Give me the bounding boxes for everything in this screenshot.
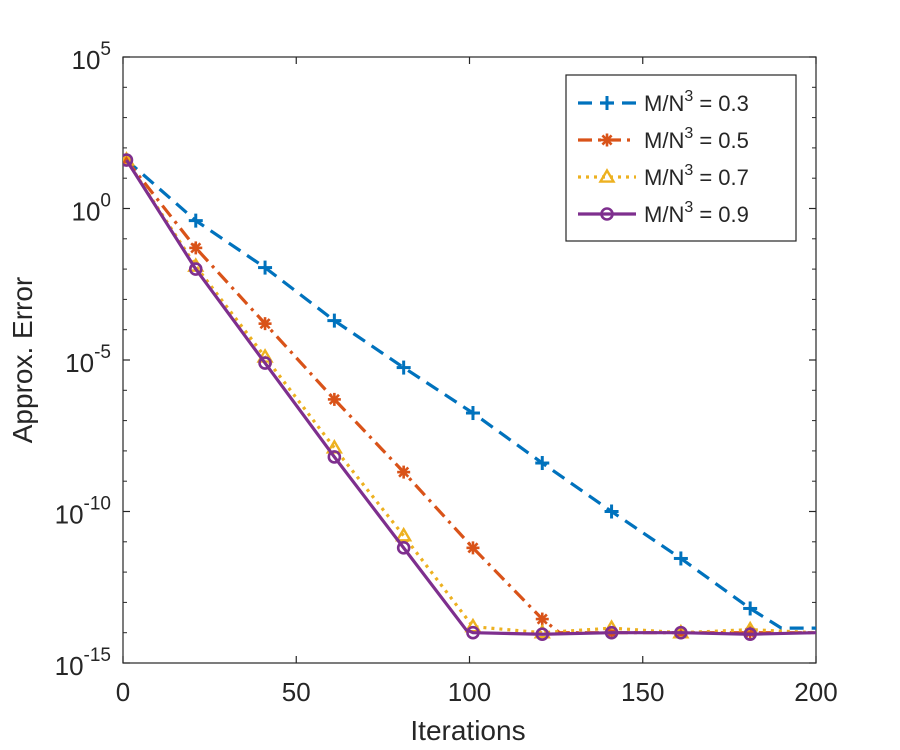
asterisk-marker-stroke [259,318,271,330]
asterisk-marker-stroke [190,242,202,254]
legend-label-suffix: = 0.3 [693,91,749,116]
series-line-3 [125,159,816,635]
x-tick-label: 100 [448,677,491,707]
asterisk-marker-stroke [328,393,340,405]
legend-marker [600,207,614,221]
y-axis-title: Approx. Error [7,277,38,444]
series-4-marker [674,625,688,640]
legend-item: M/N3 = 0.5 [578,125,749,153]
legend-label: M/N3 = 0.5 [644,125,749,153]
asterisk-marker-stroke [536,613,548,625]
y-tick-label: 100 [72,191,112,227]
legend-label-superscript: 3 [684,199,693,216]
asterisk-marker-stroke [601,134,613,146]
series-1-marker [327,313,342,328]
y-tick-label-exponent: -5 [94,342,111,363]
series-2-marker [258,317,272,331]
legend-label-superscript: 3 [684,88,693,105]
series-1-marker [188,213,203,228]
asterisk-marker-stroke [467,542,479,554]
series-4-marker [535,627,550,642]
series-2-marker [466,541,480,555]
series-1-marker [396,360,411,375]
series-2-marker [397,465,411,479]
series-4-marker [188,262,203,276]
series-1-marker [258,260,273,275]
legend-marker [598,168,616,183]
series-1 [125,158,816,630]
x-tick-label: 150 [621,677,664,707]
legend-label-superscript: 3 [684,125,693,142]
y-tick-label: 10-5 [65,342,111,378]
legend: M/N3 = 0.3M/N3 = 0.5M/N3 = 0.7M/N3 = 0.9 [565,74,797,242]
x-tick-label: 50 [282,677,311,707]
y-tick-label-base: 10 [55,651,84,681]
x-tick-label: 200 [794,677,837,707]
asterisk-marker-stroke [398,466,410,478]
y-tick-label-base: 10 [65,348,94,378]
legend-label-suffix: = 0.5 [693,128,749,153]
series-line-1 [125,158,816,630]
legend-label-superscript: 3 [684,162,693,179]
series-4-marker [604,625,619,640]
legend-item: M/N3 = 0.3 [578,88,749,116]
legend-marker [600,96,614,110]
series-1-marker [604,504,619,519]
series-1-marker [465,406,480,421]
legend-item: M/N3 = 0.9 [578,199,749,227]
legend-item: M/N3 = 0.7 [578,162,749,190]
y-tick-label: 10-15 [55,645,111,681]
y-tick-label-exponent: -10 [84,494,111,515]
series-1-marker [535,456,550,471]
series-2-marker [327,392,341,406]
legend-label-prefix: M/N [644,202,684,227]
series-1-marker [673,551,688,566]
y-tick-label-exponent: -15 [84,645,111,666]
series-4-marker [258,356,272,370]
legend-label: M/N3 = 0.3 [644,88,749,116]
legend-label: M/N3 = 0.7 [644,162,749,190]
y-tick-label: 10-10 [55,494,111,530]
series-4 [123,153,816,642]
y-tick-label-exponent: 0 [100,191,111,212]
series-3-marker [395,526,413,542]
series-2-marker [535,612,549,626]
y-tick-label-exponent: 5 [100,39,111,60]
y-tick-label-base: 10 [72,45,101,75]
legend-label-suffix: = 0.9 [693,202,749,227]
y-tick-label-base: 10 [55,500,84,530]
legend-label-prefix: M/N [644,165,684,190]
legend-label: M/N3 = 0.9 [644,199,749,227]
series-4-marker [396,541,411,555]
series-line-4 [125,159,816,636]
series-4-marker [743,627,757,642]
y-tick-label: 105 [72,39,112,75]
legend-label-prefix: M/N [644,128,684,153]
x-tick-label: 0 [116,677,130,707]
series-2-marker [189,241,203,255]
series-4-marker [466,625,480,640]
legend-label-prefix: M/N [644,91,684,116]
series-4-marker [327,450,342,464]
series-1-marker [743,601,758,616]
series-3-marker [533,623,551,639]
legend-label-suffix: = 0.7 [693,165,749,190]
legend-marker [600,133,614,147]
series-4-marker [123,153,134,167]
x-axis-title: Iterations [410,715,525,746]
y-tick-label-base: 10 [72,197,101,227]
